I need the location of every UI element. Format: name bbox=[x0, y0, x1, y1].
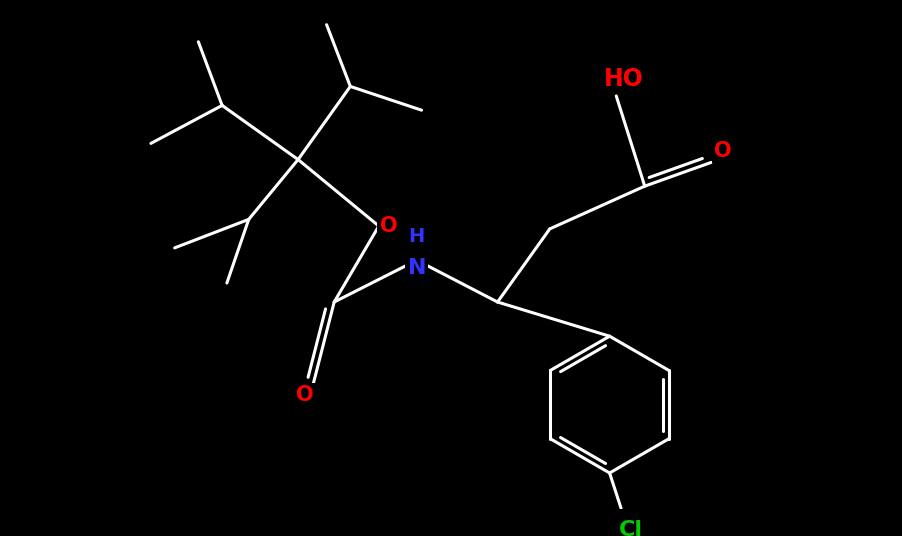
Text: N: N bbox=[408, 258, 426, 278]
Text: Cl: Cl bbox=[619, 520, 642, 536]
Text: HO: HO bbox=[604, 67, 644, 91]
Text: H: H bbox=[409, 227, 425, 246]
Text: O: O bbox=[713, 141, 732, 161]
Text: O: O bbox=[380, 216, 397, 236]
Text: O: O bbox=[296, 385, 314, 405]
